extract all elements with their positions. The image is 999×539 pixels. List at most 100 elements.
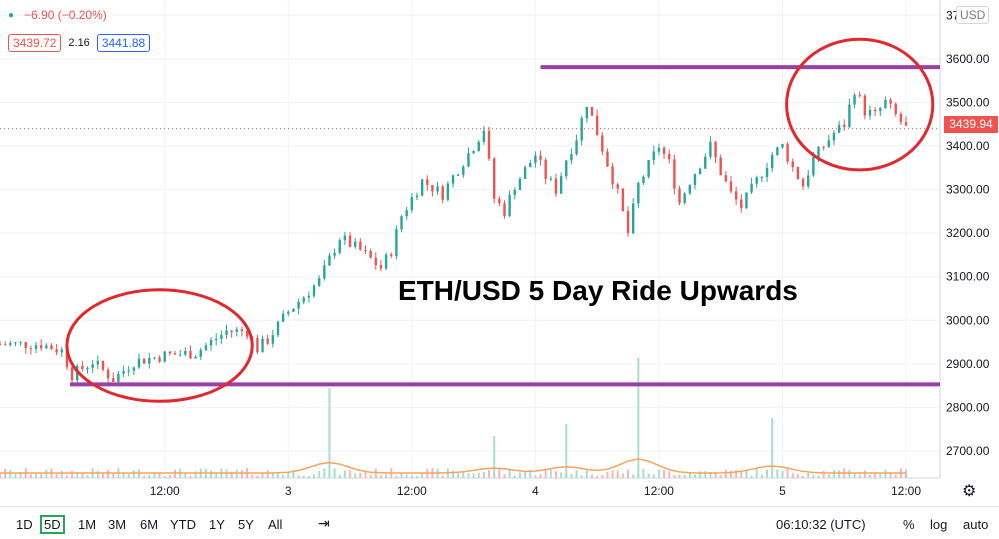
candle-body xyxy=(657,147,661,152)
y-tick-label: 2700.00 xyxy=(946,444,990,458)
volume-bar xyxy=(498,469,501,478)
volume-bar xyxy=(235,469,238,478)
volume-bar xyxy=(400,473,403,478)
candle-body xyxy=(276,321,280,336)
date-range-icon[interactable]: ⇥ xyxy=(318,515,330,531)
volume-bar xyxy=(395,475,398,478)
candle-body xyxy=(312,285,316,296)
volume-spike xyxy=(565,424,568,478)
volume-bar xyxy=(9,469,12,478)
volume-bar xyxy=(127,473,130,478)
volume-bar xyxy=(673,475,676,478)
settings-gear-icon[interactable]: ⚙ xyxy=(962,483,977,500)
candle-body xyxy=(117,373,120,382)
log-toggle[interactable]: log xyxy=(930,517,948,532)
timeframe-1m[interactable]: 1M xyxy=(78,517,97,532)
ask-price[interactable]: 3441.88 xyxy=(96,34,151,52)
volume-bar xyxy=(132,470,135,478)
candle-body xyxy=(426,179,429,185)
volume-bar xyxy=(302,475,305,478)
candle-body xyxy=(292,308,295,312)
candle-body xyxy=(477,141,480,152)
candle-body xyxy=(889,99,892,104)
y-tick-label: 3300.00 xyxy=(946,183,990,197)
timeframe-all[interactable]: All xyxy=(268,517,283,532)
candle-body xyxy=(549,178,553,180)
x-tick-label: 3 xyxy=(285,484,292,498)
volume-bar xyxy=(699,471,702,478)
volume-bar xyxy=(174,469,177,478)
volume-bar xyxy=(812,474,815,478)
eye-icon[interactable]: ● xyxy=(8,9,15,21)
candle-body xyxy=(19,342,22,344)
candle-body xyxy=(343,235,347,241)
candle-body xyxy=(101,360,105,370)
candle-body xyxy=(122,370,125,374)
candle-body xyxy=(812,157,815,176)
candle-body xyxy=(755,177,758,184)
candle-body xyxy=(163,351,166,362)
volume-bar xyxy=(349,470,352,478)
volume-bar xyxy=(488,470,491,478)
candle-body xyxy=(781,143,784,148)
timeframe-1y[interactable]: 1Y xyxy=(209,517,225,532)
volume-bar xyxy=(153,472,156,478)
candle-body xyxy=(873,109,877,112)
volume-bar xyxy=(766,469,769,478)
candle-body xyxy=(302,297,305,302)
candle-body xyxy=(467,153,470,167)
volume-bar xyxy=(256,475,259,478)
volume-bar xyxy=(143,475,146,478)
volume-bar xyxy=(647,473,650,478)
candle-body xyxy=(539,155,542,160)
volume-bar xyxy=(158,473,161,478)
y-tick-label: 3500.00 xyxy=(946,95,990,109)
candle-body xyxy=(662,147,666,154)
timeframe-5d[interactable]: 5D xyxy=(40,515,65,534)
utc-clock[interactable]: 06:10:32 (UTC) xyxy=(776,517,866,532)
x-tick-label: 4 xyxy=(532,484,539,498)
candle-body xyxy=(3,344,7,346)
y-tick-label: 3000.00 xyxy=(946,313,990,327)
volume-bar xyxy=(601,475,604,478)
candle-body xyxy=(153,357,156,359)
candle-body xyxy=(34,345,38,349)
timeframe-ytd[interactable]: YTD xyxy=(170,517,196,532)
volume-bar xyxy=(668,471,671,478)
volume-bar xyxy=(874,472,877,478)
candle-body xyxy=(456,174,460,176)
volume-spike xyxy=(637,358,640,478)
volume-bar xyxy=(35,473,38,478)
volume-bar xyxy=(863,470,866,478)
candle-body xyxy=(323,265,326,279)
currency-label[interactable]: USD xyxy=(956,6,990,24)
timeframe-3m[interactable]: 3M xyxy=(108,517,127,532)
candle-body xyxy=(55,349,58,353)
volume-bar xyxy=(251,474,254,478)
volume-bar xyxy=(704,471,707,478)
candle-body xyxy=(832,132,836,141)
volume-bar xyxy=(853,473,856,478)
timeframe-6m[interactable]: 6M xyxy=(140,517,159,532)
percent-toggle[interactable]: % xyxy=(903,517,915,532)
last-price-badge: 3439.94 xyxy=(944,116,998,133)
timeframe-5y[interactable]: 5Y xyxy=(238,517,254,532)
candle-body xyxy=(513,190,516,195)
candle-body xyxy=(611,166,614,185)
chart-area[interactable]: 2700.00 2800.00 2900.00 3000.00 3100.00 3200.… xyxy=(0,0,999,506)
y-tick-label: 3100.00 xyxy=(946,270,990,284)
timeframe-1d[interactable]: 1D xyxy=(16,517,33,532)
auto-toggle[interactable]: auto xyxy=(963,517,989,532)
volume-bar xyxy=(858,474,861,478)
volume-spike xyxy=(328,388,331,478)
candle-body xyxy=(96,360,100,365)
volume-bar xyxy=(343,470,346,478)
volume-bar xyxy=(318,470,321,478)
candle-body xyxy=(678,188,681,203)
volume-bar xyxy=(868,474,871,478)
volume-bar xyxy=(611,470,614,478)
candle-body xyxy=(899,113,903,123)
bid-price[interactable]: 3439.72 xyxy=(8,34,62,52)
candle-body xyxy=(112,378,115,382)
candle-body xyxy=(776,147,779,156)
